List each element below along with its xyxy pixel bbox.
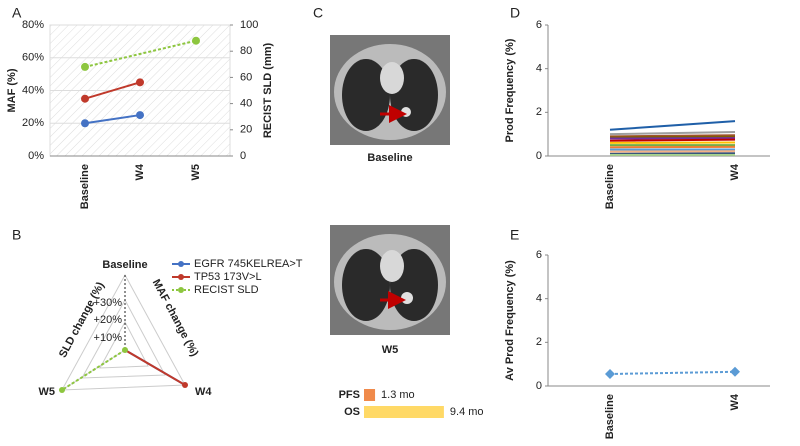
point (136, 111, 144, 120)
x-tick-label: W4 (134, 163, 146, 180)
y2-tick-label: 80 (240, 45, 252, 57)
series-line (609, 138, 736, 142)
point (81, 62, 89, 71)
point (136, 78, 144, 87)
y-tick-label: 4 (536, 63, 542, 75)
scan-heart (380, 62, 404, 94)
y-tick-label: 20% (22, 117, 44, 129)
point (605, 368, 615, 379)
radar-ring-label: +20% (94, 314, 123, 326)
legend-label: RECIST SLD (194, 284, 259, 296)
x-tick-label: W4 (729, 163, 741, 180)
x-tick-label: W4 (729, 393, 741, 410)
legend-swatch (178, 274, 184, 280)
radar-ring-label: +30% (94, 297, 123, 309)
series-line (84, 81, 141, 100)
y-tick-label: 60% (22, 52, 44, 64)
series-line (609, 370, 736, 375)
series-line (609, 135, 736, 139)
y-tick-label: 0 (536, 380, 542, 392)
legend-label: TP53 173V>L (194, 271, 262, 283)
y2-tick-label: 0 (240, 150, 246, 162)
scan-lesion (401, 292, 413, 304)
legend-swatch (178, 261, 184, 267)
radar-ring (99, 320, 149, 369)
y-tick-label: 6 (536, 19, 542, 31)
radar-point (59, 387, 65, 393)
radar-point (182, 382, 188, 388)
panel-label: B (12, 227, 21, 243)
y-tick-label: 2 (536, 336, 542, 348)
y2-tick-label: 20 (240, 124, 252, 136)
x-tick-label: Baseline (604, 164, 616, 209)
y-tick-label: 80% (22, 19, 44, 31)
legend-label: EGFR 745KELREA>T (194, 258, 303, 270)
radar-ring (81, 298, 166, 379)
y2-tick-label: 60 (240, 71, 252, 83)
bar (364, 389, 376, 401)
legend-swatch (178, 287, 184, 293)
radar-line (124, 349, 186, 386)
bar-category: OS (344, 406, 360, 418)
y2-axis-title: RECIST SLD (mm) (262, 42, 274, 138)
point (730, 366, 740, 377)
radar-frame (61, 273, 186, 391)
scan-heart (380, 250, 404, 282)
scan-lung (342, 249, 390, 321)
series-line (609, 130, 736, 136)
radar-point (122, 347, 128, 353)
legend: EGFR 745KELREA>T TP53 173V>L RECIST SLD (172, 258, 303, 296)
panel-label: D (510, 5, 520, 21)
ct-scan (330, 225, 450, 335)
y-tick-label: 6 (536, 249, 542, 261)
scan-lesion (401, 107, 411, 117)
y-tick-label: 4 (536, 293, 542, 305)
series-line (609, 120, 736, 131)
y-axis-title: MAF (%) (6, 68, 18, 112)
x-tick-label: Baseline (604, 394, 616, 439)
point (81, 119, 89, 128)
panel-label: C (313, 5, 323, 21)
y-tick-label: 0 (536, 150, 542, 162)
scan-label: W5 (382, 344, 399, 356)
y-axis-title: Prod Frequency (%) (504, 38, 516, 142)
panel-label: E (510, 227, 519, 243)
bar (364, 406, 444, 418)
bar-value-label: 9.4 mo (450, 406, 484, 418)
point (81, 94, 89, 103)
x-tick-label: Baseline (79, 164, 91, 209)
radar-ring-label: +10% (94, 332, 123, 344)
y2-tick-label: 40 (240, 98, 252, 110)
point (192, 36, 200, 45)
y-tick-label: 0% (28, 150, 44, 162)
radar-axis-label: W5 (39, 386, 56, 398)
bar-category: PFS (339, 389, 360, 401)
radar-line (61, 349, 126, 391)
y-tick-label: 40% (22, 84, 44, 96)
panel-label: A (12, 5, 22, 21)
x-tick-label: W5 (190, 164, 202, 181)
series-line (609, 134, 736, 138)
series-line (84, 39, 197, 68)
radar-axis-title: MAF change (%) (150, 277, 201, 358)
scan-lung (342, 59, 390, 131)
radar-axis-label: W4 (195, 386, 212, 398)
radar-axis-label: Baseline (102, 259, 147, 271)
y-axis-title: Av Prod Frequency (%) (504, 260, 516, 381)
y-tick-label: 2 (536, 106, 542, 118)
y2-tick-label: 100 (240, 19, 258, 31)
series-line (84, 114, 141, 125)
bar-value-label: 1.3 mo (381, 389, 415, 401)
scan-label: Baseline (367, 152, 412, 164)
ct-scan (330, 35, 450, 145)
